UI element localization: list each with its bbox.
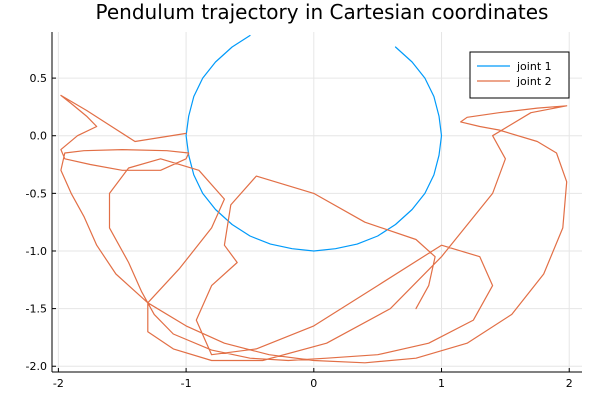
legend-label: joint 2 — [516, 75, 552, 88]
legend: joint 1 joint 2 — [469, 51, 570, 99]
y-tick-label: -0.5 — [26, 187, 47, 200]
tick-layer: -2 -1 0 1 2 0.5 0.0 -0.5 -1.0 -1.5 -2.0 — [26, 72, 573, 390]
chart-title: Pendulum trajectory in Cartesian coordin… — [96, 0, 549, 24]
legend-label: joint 1 — [516, 60, 552, 73]
y-tick-label: -1.0 — [26, 245, 47, 258]
x-tick-label: -1 — [181, 377, 192, 390]
x-tick-label: 0 — [310, 377, 317, 390]
series-line-1 — [185, 34, 443, 252]
x-tick-label: 1 — [438, 377, 445, 390]
y-tick-label: 0.0 — [30, 130, 48, 143]
legend-box — [469, 51, 570, 99]
x-tick-label: 2 — [566, 377, 573, 390]
axis-layer — [51, 32, 582, 373]
y-tick-label: -1.5 — [26, 303, 47, 316]
series-layer — [60, 34, 568, 364]
y-tick-label: -2.0 — [26, 360, 47, 373]
y-tick-label: 0.5 — [30, 72, 48, 85]
x-tick-label: -2 — [53, 377, 64, 390]
series-line-2 — [60, 94, 568, 364]
